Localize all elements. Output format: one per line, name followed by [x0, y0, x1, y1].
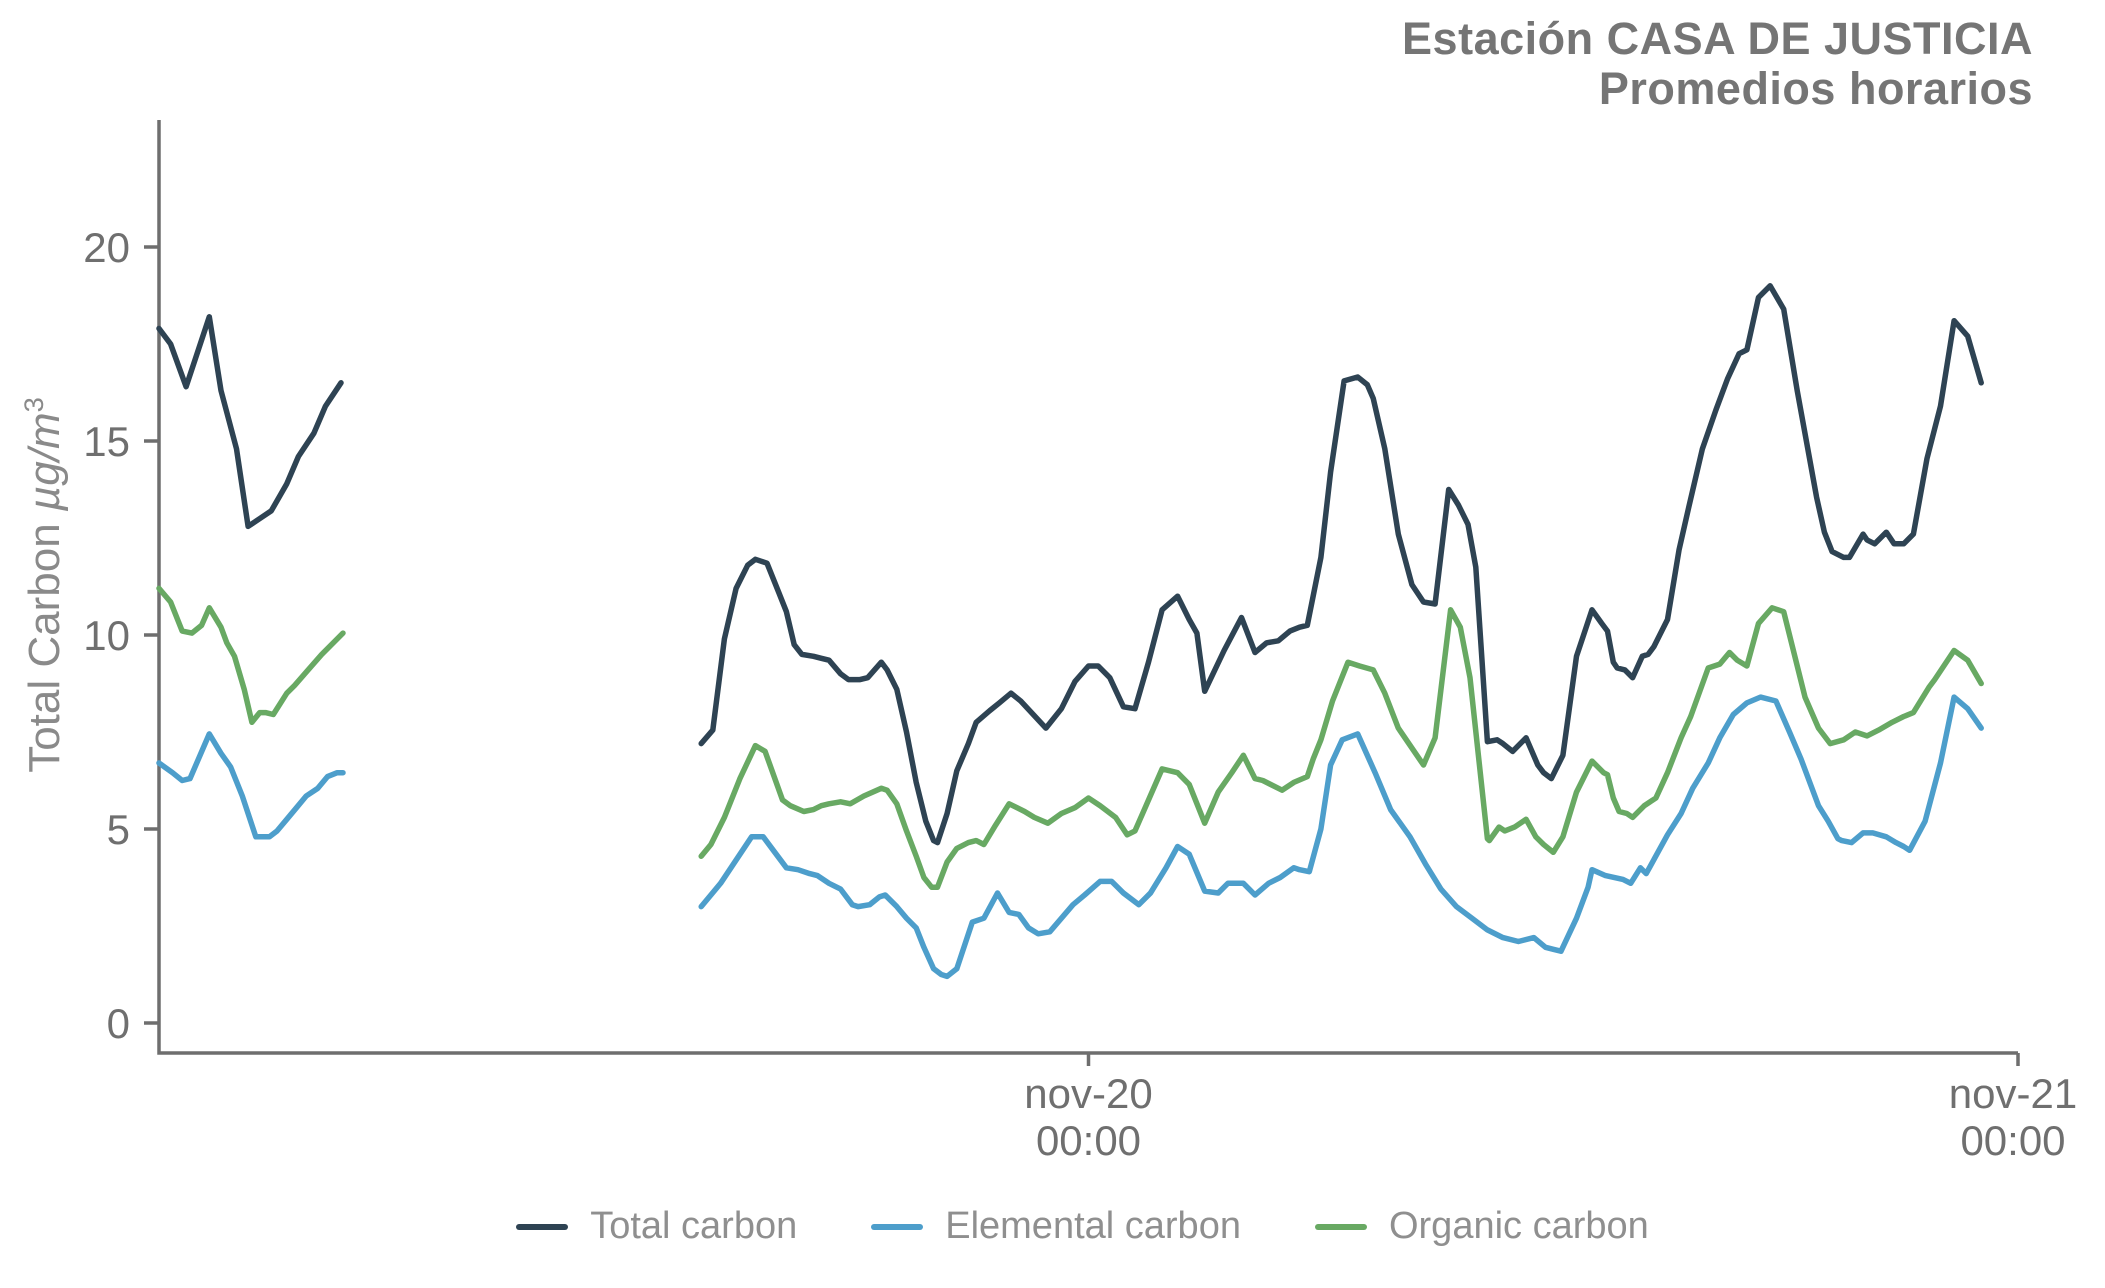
series-line-total-carbon-segment-2 — [698, 283, 1984, 846]
legend-item-organic-carbon: Organic carbon — [1314, 1205, 1649, 1248]
y-axis-label-text: Total Carbon — [19, 511, 69, 773]
chart-title: Estación CASA DE JUSTICIA Promedios hora… — [1402, 13, 2033, 115]
x-tick-label-nov-20-line2: 00:00 — [1036, 1117, 1141, 1164]
series-line-elemental-carbon-segment-1 — [156, 731, 346, 840]
legend-swatch-organic-carbon — [1314, 1223, 1367, 1230]
y-axis-label-units: µg/m — [19, 412, 69, 512]
legend-label-elemental-carbon: Elemental carbon — [945, 1205, 1241, 1247]
legend-label-organic-carbon: Organic carbon — [1388, 1205, 1649, 1247]
series-line-elemental-carbon-segment-2 — [698, 694, 1984, 980]
legend-item-total-carbon: Total carbon — [516, 1205, 797, 1248]
y-axis-label: Total Carbon µg/m3 — [18, 397, 70, 773]
y-tick-label-0: 0 — [107, 1000, 130, 1047]
y-tick-label-20: 20 — [83, 224, 130, 271]
axis-spines — [157, 120, 2018, 1055]
chart-title-line1: Estación CASA DE JUSTICIA — [1402, 13, 2033, 64]
x-tick-label-nov-20-line1: nov-20 — [1024, 1070, 1152, 1117]
series-line-organic-carbon-segment-1 — [156, 585, 346, 726]
y-tick-label-15: 15 — [83, 418, 130, 465]
legend: Total carbon Elemental carbon Organic carb… — [30, 1205, 2105, 1248]
x-tick-label-nov-21-line1: nov-21 — [1949, 1070, 2077, 1117]
y-tick-label-10: 10 — [83, 612, 130, 659]
series-line-organic-carbon-segment-2 — [698, 605, 1984, 890]
y-tick-label-5: 5 — [107, 806, 130, 853]
chart-title-line2: Promedios horarios — [1598, 63, 2033, 115]
x-tick-label-nov-21-line2: 00:00 — [1960, 1117, 2065, 1164]
y-axis-label-exponent: 3 — [18, 397, 50, 413]
legend-swatch-elemental-carbon — [871, 1223, 924, 1230]
legend-label-total-carbon: Total carbon — [590, 1205, 798, 1247]
series-line-total-carbon-segment-1 — [156, 314, 344, 530]
legend-swatch-total-carbon — [516, 1223, 569, 1230]
legend-item-elemental-carbon: Elemental carbon — [871, 1205, 1241, 1248]
